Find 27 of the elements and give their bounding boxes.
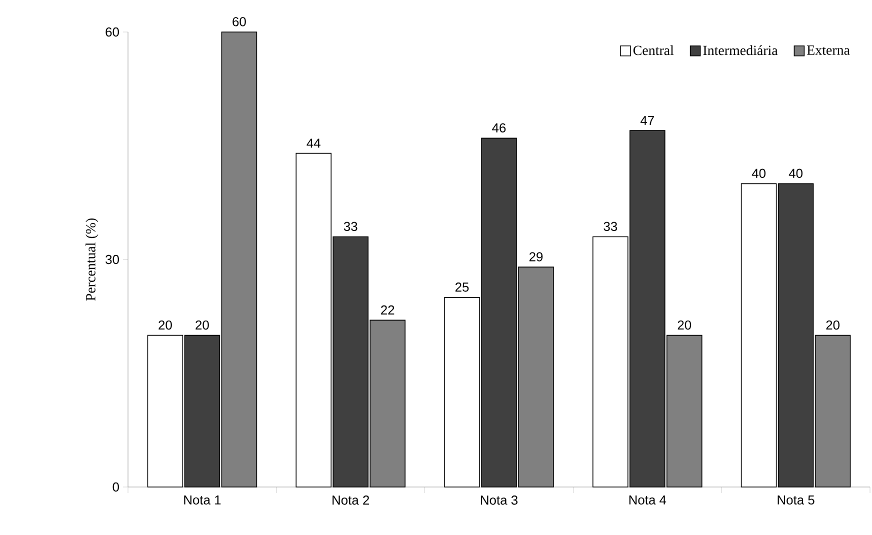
data-label: 20	[826, 320, 840, 330]
data-label: 20	[678, 320, 692, 330]
y-tick-label: 0	[112, 482, 119, 492]
x-tick-label: Nota 5	[778, 496, 814, 505]
legend-label: Central	[633, 45, 674, 56]
legend-label: Intermediária	[703, 45, 778, 56]
data-label: 25	[455, 282, 469, 292]
data-label: 22	[381, 305, 394, 314]
x-tick-label: Nota 3	[480, 496, 518, 505]
x-tick-label: Nota 4	[629, 496, 666, 505]
data-label: 47	[640, 116, 654, 125]
data-label: 29	[529, 252, 543, 262]
data-label: 33	[344, 222, 358, 232]
data-label: 20	[158, 320, 172, 330]
data-label: 40	[752, 168, 766, 178]
data-label: 60	[232, 17, 246, 26]
data-label: 40	[788, 168, 803, 178]
x-tick-label: Nota 2	[332, 496, 370, 505]
data-label: 46	[492, 123, 506, 132]
x-tick-label: Nota 1	[184, 496, 221, 505]
y-tick-label: 30	[106, 254, 119, 264]
legend-label: Externa	[807, 46, 850, 55]
data-label: 20	[196, 320, 209, 330]
y-axis-title: Percentual (%)	[86, 218, 98, 301]
data-label: 44	[306, 138, 320, 148]
y-tick-label: 60	[106, 27, 119, 37]
data-label: 33	[604, 222, 618, 232]
